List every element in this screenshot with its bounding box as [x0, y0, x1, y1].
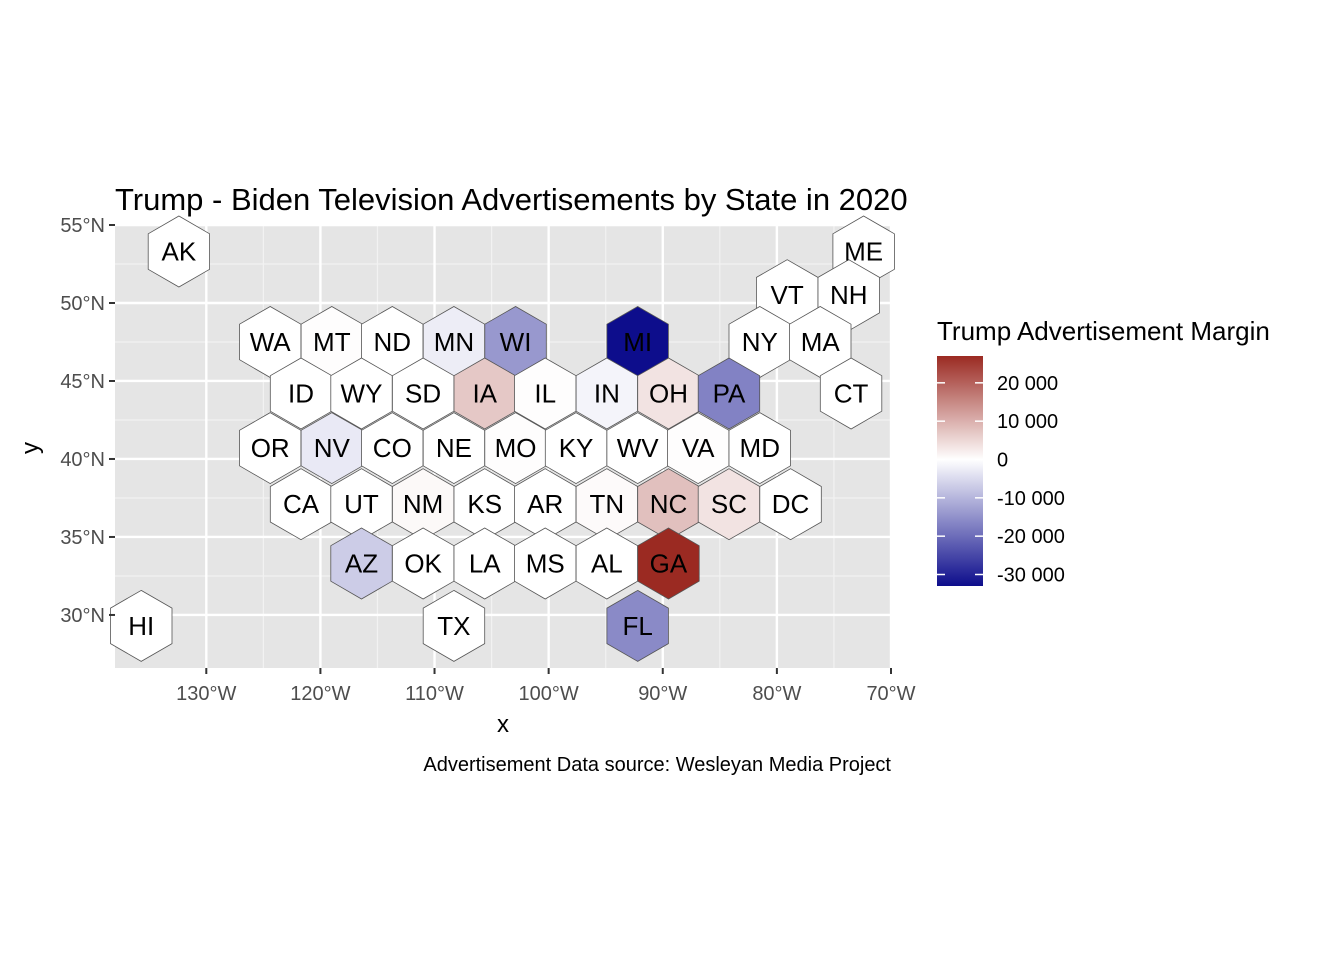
chart-title: Trump - Biden Television Advertisements …: [115, 182, 908, 217]
state-label-ks: KS: [467, 489, 502, 519]
state-hexes: [110, 215, 895, 662]
state-label-fl: FL: [622, 611, 652, 641]
state-label-dc: DC: [772, 489, 810, 519]
x-tick-label: 70°W: [866, 683, 915, 705]
state-label-tn: TN: [590, 489, 625, 519]
caption: Advertisement Data source: Wesleyan Medi…: [423, 754, 891, 776]
state-hex-md: [728, 412, 791, 485]
legend: Trump Advertisement Margin 20 000 10 000 0…: [937, 316, 1270, 587]
state-label-ut: UT: [344, 489, 379, 519]
legend-tick-label: 20 000: [997, 373, 1058, 395]
state-label-ct: CT: [834, 378, 869, 408]
state-hex-pa: [697, 357, 761, 430]
state-label-nh: NH: [830, 280, 868, 310]
y-tick-label: 40°N: [60, 449, 105, 471]
state-label-vt: VT: [771, 280, 804, 310]
state-label-la: LA: [469, 548, 501, 578]
state-label-oh: OH: [649, 378, 688, 408]
state-hex-tx: [422, 589, 486, 662]
state-label-or: OR: [251, 433, 290, 463]
state-label-mn: MN: [434, 327, 474, 357]
state-label-me: ME: [844, 237, 883, 267]
state-label-pa: PA: [713, 378, 746, 408]
x-axis-title: x: [497, 711, 509, 738]
state-label-nm: NM: [403, 489, 443, 519]
y-tick-label: 45°N: [60, 371, 105, 393]
legend-tick-label: 10 000: [997, 411, 1058, 433]
state-label-ma: MA: [801, 327, 841, 357]
state-labels: AK ME VT NH WA MT ND MN WI MI NY MA ID WY SD IA IL IN OH PA…: [128, 237, 883, 641]
state-label-ok: OK: [404, 548, 442, 578]
state-label-ne: NE: [436, 433, 472, 463]
legend-ticks: 20 000 10 000 0 -10 000 -20 000 -30 000: [937, 373, 1065, 587]
y-axis: 55°N 50°N 45°N 40°N 35°N 30°N: [60, 215, 115, 627]
y-axis-title: y: [17, 442, 44, 454]
state-label-wv: WV: [617, 433, 660, 463]
state-label-in: IN: [594, 378, 620, 408]
state-hex-ak: [147, 215, 211, 288]
state-hex-ct: [819, 357, 883, 430]
state-label-nv: NV: [314, 433, 351, 463]
state-label-nd: ND: [374, 327, 412, 357]
x-tick-label: 120°W: [290, 683, 350, 705]
state-label-il: IL: [534, 378, 556, 408]
state-label-ga: GA: [650, 548, 688, 578]
state-label-ar: AR: [527, 489, 563, 519]
state-label-al: AL: [591, 548, 623, 578]
state-hex-fl: [606, 589, 669, 662]
legend-colorbar: [937, 356, 983, 586]
x-tick-label: 110°W: [405, 683, 464, 705]
state-label-mt: MT: [313, 327, 351, 357]
state-label-md: MD: [740, 433, 780, 463]
state-hex-dc: [759, 468, 822, 541]
state-label-co: CO: [373, 433, 412, 463]
y-tick-label: 55°N: [60, 215, 105, 237]
legend-title: Trump Advertisement Margin: [937, 316, 1270, 346]
y-tick-label: 35°N: [60, 527, 105, 549]
state-label-ak: AK: [162, 237, 197, 267]
state-label-va: VA: [682, 433, 715, 463]
state-label-nc: NC: [650, 489, 688, 519]
x-tick-label: 90°W: [638, 683, 687, 705]
y-tick-label: 30°N: [60, 605, 105, 627]
x-tick-label: 130°W: [176, 683, 236, 705]
y-tick-label: 50°N: [60, 293, 105, 315]
state-label-hi: HI: [128, 611, 154, 641]
state-label-wy: WY: [341, 378, 383, 408]
state-label-ms: MS: [526, 548, 565, 578]
state-label-wa: WA: [250, 327, 292, 357]
state-label-mi: MI: [623, 327, 652, 357]
state-label-wi: WI: [500, 327, 532, 357]
state-label-az: AZ: [345, 548, 378, 578]
state-label-ky: KY: [559, 433, 594, 463]
state-label-ny: NY: [742, 327, 778, 357]
legend-tick-label: 0: [997, 450, 1008, 472]
state-label-ia: IA: [472, 378, 497, 408]
legend-tick-label: -10 000: [997, 488, 1065, 510]
state-label-tx: TX: [437, 611, 470, 641]
x-tick-label: 100°W: [519, 683, 579, 705]
state-label-id: ID: [288, 378, 314, 408]
legend-tick-label: -20 000: [997, 526, 1065, 548]
state-label-ca: CA: [283, 489, 320, 519]
state-hex-ga: [637, 527, 700, 600]
legend-tick-label: -30 000: [997, 565, 1065, 587]
state-label-sd: SD: [405, 378, 441, 408]
x-axis: 130°W 120°W 110°W 100°W 90°W 80°W 70°W: [176, 668, 916, 705]
state-label-mo: MO: [495, 433, 537, 463]
x-tick-label: 80°W: [752, 683, 801, 705]
state-hex-hi: [110, 589, 173, 662]
state-label-sc: SC: [711, 489, 747, 519]
